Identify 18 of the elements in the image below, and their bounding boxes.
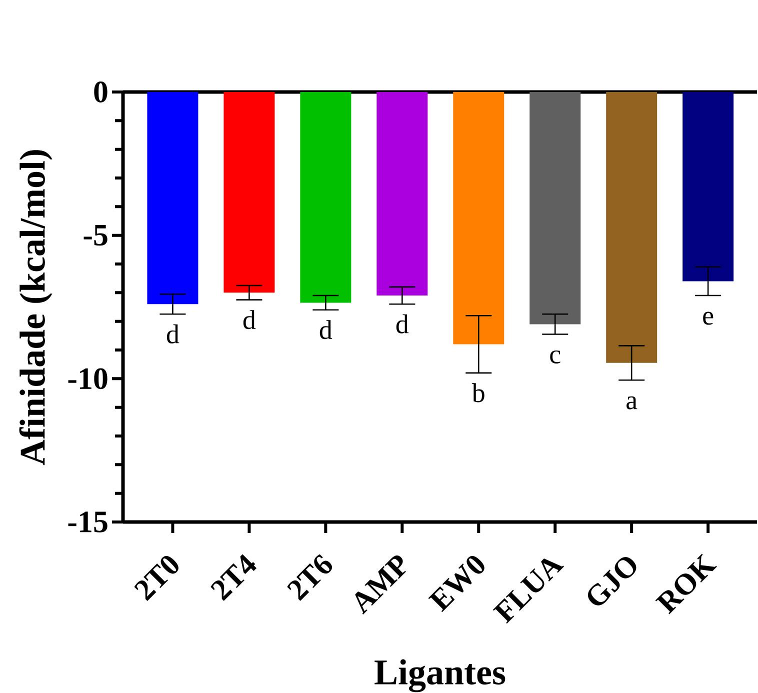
x-tick-label: 2T4 (210, 554, 257, 601)
annotation: a (626, 396, 638, 410)
y-axis-title: Afinidade (kcal/mol) (19, 150, 52, 466)
x-tick-label: 2T6 (287, 554, 332, 601)
annotation: d (166, 324, 180, 344)
x-axis-title: Ligantes (374, 659, 506, 692)
y-tick-label: -5 (84, 225, 108, 246)
x-tick-label: 2T0 (134, 556, 178, 601)
annotation: d (243, 310, 256, 330)
y-tick-label: -10 (68, 368, 108, 390)
y-tick-label: -15 (68, 512, 108, 532)
annotation: e (703, 312, 714, 325)
annotation: d (396, 314, 409, 334)
y-tick-label: 0 (94, 82, 108, 102)
annotation: d (320, 320, 332, 340)
x-tick-label: GJO (588, 557, 636, 606)
annotation: c (550, 350, 560, 364)
annotation: b (472, 383, 484, 402)
